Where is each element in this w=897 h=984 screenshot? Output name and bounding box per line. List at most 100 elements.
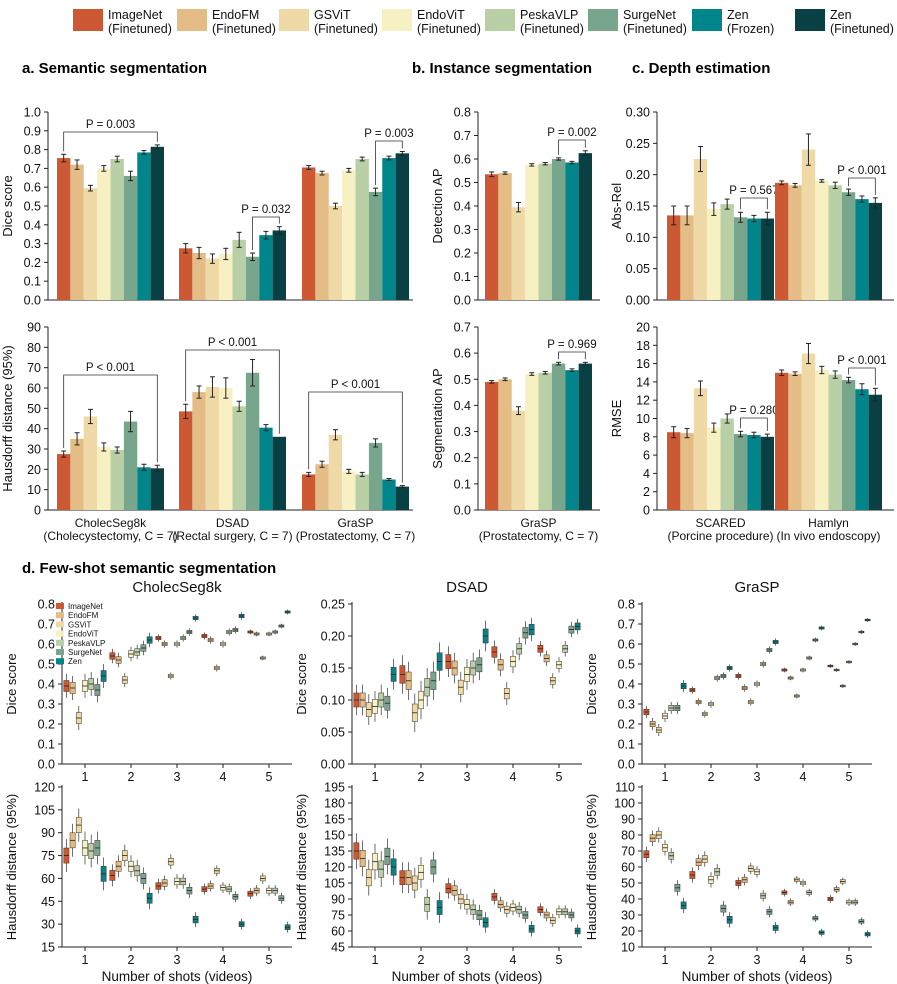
- y-tick-label: 0.30: [626, 106, 650, 120]
- x-tick-label: 4: [510, 770, 517, 784]
- legend-swatch-1: [177, 9, 207, 31]
- bar-0-2: [83, 188, 98, 300]
- y-tick-label: 45: [331, 941, 345, 955]
- y-tick-label: 0.15: [626, 200, 650, 214]
- bar-1-5: [841, 192, 856, 300]
- category-label: GraSP: [337, 516, 373, 530]
- y-tick-label: 0.10: [321, 694, 345, 708]
- y-tick-label: 100: [614, 797, 635, 811]
- y-tick-label: 0.6: [38, 638, 55, 652]
- y-axis-label: Hausdorff distance (95%): [294, 794, 309, 940]
- bar-1-1: [788, 373, 802, 510]
- y-tick-label: 50: [27, 402, 41, 416]
- x-tick-label: 1: [372, 953, 379, 967]
- bar-1-7: [272, 436, 286, 510]
- y-tick-label: 18: [636, 339, 650, 353]
- legend-swatch-7: [795, 9, 825, 31]
- y-tick-label: 110: [615, 781, 635, 795]
- legend-label-4: PeskaVLP: [520, 8, 578, 22]
- y-tick-label: 50: [621, 877, 635, 891]
- y-tick-label: 0.6: [454, 347, 471, 361]
- bar-1-2: [801, 149, 816, 300]
- bar-0-6: [137, 152, 151, 300]
- x-tick-label: 5: [846, 770, 853, 784]
- y-tick-label: 6: [643, 449, 650, 463]
- category-label: DSAD: [216, 516, 250, 530]
- bar-2-1: [315, 173, 329, 300]
- category-label: SCARED: [695, 516, 745, 530]
- bar-0-4: [538, 163, 552, 300]
- x-tick-label: 2: [708, 770, 715, 784]
- bar-0-4: [110, 450, 124, 510]
- bar-0-0: [485, 381, 499, 510]
- bar-0-3: [707, 427, 721, 510]
- x-tick-label: 1: [662, 953, 669, 967]
- legend-label-2: GSViT: [314, 8, 351, 22]
- y-tick-label: 0.25: [626, 137, 650, 151]
- bar-0-4: [720, 418, 734, 510]
- significance-bracket: [848, 367, 876, 386]
- y-tick-label: 90: [331, 893, 345, 907]
- y-tick-label: 0.6: [454, 153, 471, 167]
- category-sublabel: (Porcine procedure): [667, 529, 773, 543]
- bar-1-5: [245, 372, 260, 510]
- y-tick-label: 0.3: [38, 698, 55, 712]
- y-tick-label: 80: [27, 341, 41, 355]
- y-tick-label: 0.7: [38, 618, 55, 632]
- bar-0-2: [511, 207, 526, 300]
- x-axis-label: Number of shots (videos): [102, 969, 253, 984]
- bar-2-0: [302, 167, 316, 300]
- p-value-annotation: P = 0.003: [364, 128, 413, 140]
- fewshot-legend-swatch-2: [56, 621, 64, 628]
- y-tick-label: 0.3: [618, 698, 635, 712]
- y-tick-label: 0.0: [618, 758, 635, 772]
- bar-0-5: [123, 175, 138, 300]
- bar-0-5: [733, 434, 748, 510]
- y-tick-label: 45: [41, 895, 55, 909]
- y-tick-label: 105: [34, 803, 55, 817]
- category-sublabel: (Prostatectomy, C = 7): [479, 529, 598, 543]
- bar-1-5: [245, 256, 260, 300]
- bar-1-4: [232, 239, 246, 300]
- panel-title: CholecSeg8k: [132, 579, 222, 596]
- fewshot-legend-label-0: ImageNet: [68, 602, 103, 611]
- legend-swatch-2: [279, 9, 309, 31]
- y-tick-label: 0.25: [321, 598, 345, 612]
- fewshot-legend-swatch-3: [56, 630, 64, 637]
- bar-2-5: [368, 442, 383, 510]
- x-tick-label: 4: [220, 770, 227, 784]
- bar-0-6: [137, 467, 151, 510]
- fewshot-legend-label-1: EndoFM: [68, 611, 99, 620]
- x-tick-label: 2: [708, 953, 715, 967]
- fewshot-legend-label-2: GSViT: [68, 620, 92, 629]
- y-tick-label: 0.7: [454, 321, 471, 335]
- bar-1-2: [801, 353, 816, 510]
- fewshot-grasp-dice-chart: 0.0 0.1 0.2 0.3 0.4 0.5 0.6 0.7 0.8 Dice score Gra…: [584, 579, 872, 784]
- y-tick-label: 0.4: [454, 399, 471, 413]
- x-tick-label: 1: [662, 770, 669, 784]
- depth-rmse-chart: 0 2 4 6 8 10 12 14 16 18 20 RMSE P = 0.280 SCARED(Por…: [609, 321, 894, 543]
- y-tick-label: 75: [331, 909, 345, 923]
- y-tick-label: 90: [621, 813, 635, 827]
- fewshot-legend-label-6: Zen: [68, 657, 82, 666]
- p-value-annotation: P < 0.001: [331, 379, 380, 391]
- x-tick-label: 2: [418, 770, 425, 784]
- y-tick-label: 40: [27, 422, 41, 436]
- y-axis-label: Dice score: [4, 653, 19, 714]
- instance-detection-chart: 0.0 0.1 0.2 0.3 0.4 0.5 0.6 0.7 0.8 Detection AP P…: [430, 106, 600, 308]
- y-tick-label: 0.1: [24, 275, 41, 289]
- bar-1-6: [855, 199, 869, 300]
- x-tick-label: 4: [510, 953, 517, 967]
- bar-0-5: [123, 421, 138, 510]
- bar-0-2: [83, 416, 98, 510]
- y-tick-label: 0.1: [454, 477, 471, 491]
- x-tick-label: 3: [174, 770, 181, 784]
- bar-1-2: [205, 386, 220, 510]
- y-tick-label: 0.7: [24, 162, 41, 176]
- significance-bracket: [252, 216, 280, 250]
- fewshot-legend-label-3: EndoViT: [68, 630, 99, 639]
- bar-1-7: [272, 230, 286, 300]
- y-tick-label: 0.4: [38, 678, 55, 692]
- section-a-title: a. Semantic segmentation: [22, 60, 207, 77]
